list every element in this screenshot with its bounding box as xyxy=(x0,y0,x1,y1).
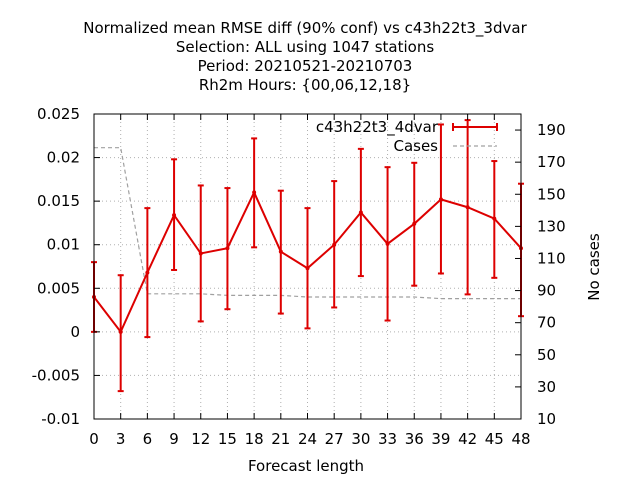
y-tick-label: -0.01 xyxy=(41,410,80,428)
x-tick-label: 42 xyxy=(458,430,477,448)
x-axis-label: Forecast length xyxy=(248,457,364,475)
x-tick-label: 12 xyxy=(191,430,210,448)
y2-axis-label: No cases xyxy=(585,233,603,301)
data-point xyxy=(278,249,283,254)
x-tick-label: 0 xyxy=(89,430,99,448)
y2-tick-label: 150 xyxy=(537,185,566,203)
y2-tick-label: 70 xyxy=(537,314,556,332)
chart-title: Normalized mean RMSE diff (90% conf) vs … xyxy=(83,19,527,94)
legend-label-main: c43h22t3_4dvar xyxy=(316,118,439,137)
title-line-3: Period: 20210521-20210703 xyxy=(198,57,413,75)
x-tick-label: 39 xyxy=(431,430,450,448)
data-point xyxy=(252,190,257,195)
y-tick-label: 0.025 xyxy=(37,105,80,123)
data-point xyxy=(465,205,470,210)
y2-tick-label: 30 xyxy=(537,378,556,396)
y-tick-label: 0.005 xyxy=(37,279,80,297)
x-tick-label: 33 xyxy=(378,430,397,448)
x-tick-label: 45 xyxy=(485,430,504,448)
data-point xyxy=(225,246,230,251)
x-tick-label: 27 xyxy=(325,430,344,448)
data-point xyxy=(118,329,123,334)
legend-sample-main xyxy=(452,123,498,131)
y2-tick-label: 190 xyxy=(537,121,566,139)
x-tick-label: 15 xyxy=(218,430,237,448)
data-point xyxy=(305,266,310,271)
x-tick-label: 3 xyxy=(116,430,126,448)
legend-label-cases: Cases xyxy=(393,137,438,155)
y2-tick-label: 130 xyxy=(537,217,566,235)
main-series xyxy=(91,119,524,393)
x-tick-label: 21 xyxy=(271,430,290,448)
y2-tick-label: 10 xyxy=(537,410,556,428)
y-tick-label: -0.005 xyxy=(32,366,80,384)
data-point xyxy=(358,210,363,215)
x-tick-label: 30 xyxy=(351,430,370,448)
title-line-2: Selection: ALL using 1047 stations xyxy=(176,38,435,56)
data-point xyxy=(332,242,337,247)
title-line-4: Rh2m Hours: {00,06,12,18} xyxy=(199,76,411,94)
y-tick-label: 0.015 xyxy=(37,192,80,210)
x-tick-label: 36 xyxy=(405,430,424,448)
axes: 0 3 6 9 12 15 18 21 24 27 30 33 36 39 42 45 48-0.01-0.00… xyxy=(32,105,566,448)
y-tick-label: 0 xyxy=(70,323,80,341)
legend: c43h22t3_4dvar Cases xyxy=(316,118,498,155)
cases-line xyxy=(94,147,521,300)
x-tick-label: 6 xyxy=(143,430,153,448)
cases-series xyxy=(94,147,521,300)
y-tick-label: 0.02 xyxy=(47,149,80,167)
title-line-1: Normalized mean RMSE diff (90% conf) vs … xyxy=(83,19,527,38)
data-point xyxy=(385,241,390,246)
x-tick-label: 9 xyxy=(169,430,179,448)
data-point xyxy=(198,251,203,256)
y2-tick-label: 90 xyxy=(537,282,556,300)
data-point xyxy=(172,213,177,218)
y-tick-label: 0.01 xyxy=(47,236,80,254)
data-point xyxy=(438,197,443,202)
x-tick-label: 18 xyxy=(245,430,264,448)
data-point xyxy=(145,270,150,275)
y2-tick-label: 110 xyxy=(537,249,566,267)
y2-tick-label: 50 xyxy=(537,346,556,364)
y2-tick-label: 170 xyxy=(537,153,566,171)
x-tick-label: 48 xyxy=(511,430,530,448)
x-tick-label: 24 xyxy=(298,430,317,448)
data-point xyxy=(412,221,417,226)
data-point xyxy=(492,216,497,221)
